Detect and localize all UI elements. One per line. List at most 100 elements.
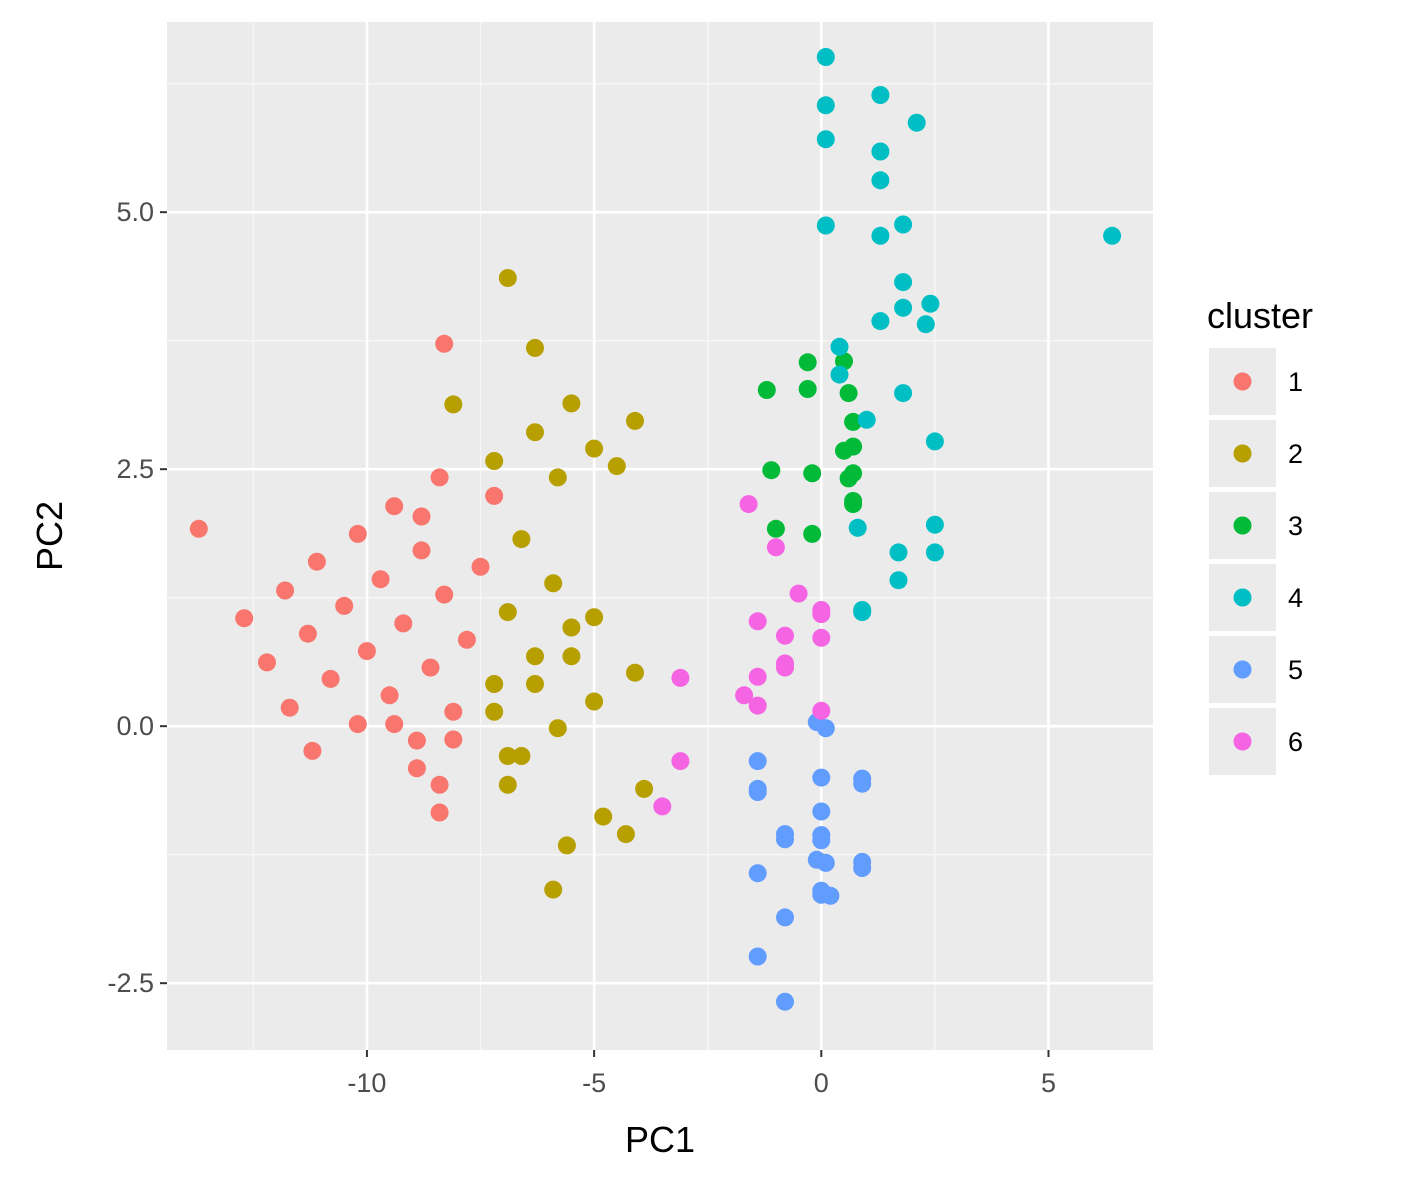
x-tick-label: -10 [347,1068,386,1098]
x-tick-label: 0 [814,1068,829,1098]
data-point-cluster-4 [889,543,908,562]
data-point-cluster-2 [485,452,504,470]
data-point-cluster-1 [407,731,426,750]
legend-label: 6 [1288,727,1303,757]
data-point-cluster-1 [435,334,454,353]
data-point-cluster-5 [748,947,767,966]
data-point-cluster-2 [548,468,567,487]
data-point-cluster-5 [853,774,872,793]
data-point-cluster-4 [925,432,944,451]
data-point-cluster-4 [871,142,890,161]
data-point-cluster-2 [544,574,563,593]
data-point-cluster-6 [653,797,672,816]
data-point-cluster-1 [430,803,449,822]
data-point-cluster-2 [444,395,463,414]
data-point-cluster-4 [916,315,935,334]
legend-swatch [1233,444,1252,463]
data-point-cluster-3 [757,381,776,399]
data-point-cluster-1 [348,524,367,543]
data-point-cluster-4 [925,543,944,562]
x-tick-label: 5 [1041,1068,1056,1098]
data-point-cluster-3 [798,353,817,372]
data-point-cluster-4 [830,337,849,356]
data-point-cluster-3 [762,461,781,480]
data-point-cluster-2 [512,530,531,549]
data-point-cluster-1 [385,715,404,734]
data-point-cluster-4 [816,216,835,235]
data-point-cluster-5 [812,802,831,821]
data-point-cluster-2 [526,338,544,357]
data-point-cluster-2 [544,880,563,899]
legend-swatch [1233,732,1252,751]
data-point-cluster-2 [548,719,567,738]
data-point-cluster-1 [421,658,440,677]
data-point-cluster-3 [766,519,785,538]
data-point-cluster-4 [816,96,835,115]
data-point-cluster-3 [844,495,863,514]
legend-label: 3 [1288,511,1303,541]
data-point-cluster-2 [526,675,544,693]
data-point-cluster-3 [803,524,822,543]
data-point-cluster-5 [853,859,872,877]
data-point-cluster-6 [671,752,690,771]
data-point-cluster-4 [921,294,940,313]
legend-label: 2 [1288,439,1303,469]
y-axis-ticks: -2.5 0.0 2.5 5.0 [107,197,167,998]
plot-panel [167,22,1153,1050]
data-point-cluster-1 [430,775,449,794]
data-point-cluster-4 [857,410,876,429]
legend-title: cluster [1207,295,1313,336]
data-point-cluster-1 [430,468,449,487]
data-point-cluster-1 [444,730,463,749]
legend-item-1: 1 [1209,348,1303,415]
data-point-cluster-1 [258,653,276,672]
data-point-cluster-2 [585,692,604,711]
data-point-cluster-1 [435,585,454,604]
data-point-cluster-2 [526,423,544,442]
data-point-cluster-1 [298,624,317,643]
y-tick-label: 2.5 [116,454,154,484]
data-point-cluster-2 [498,775,517,794]
data-point-cluster-1 [407,759,426,778]
data-point-cluster-5 [821,886,840,905]
data-point-cluster-2 [557,836,576,855]
data-point-cluster-4 [816,130,835,149]
legend-swatch [1233,588,1252,607]
data-point-cluster-1 [444,702,463,721]
data-point-cluster-2 [498,747,517,765]
data-point-cluster-1 [371,570,390,589]
x-tick-label: -5 [582,1068,606,1098]
data-point-cluster-4 [830,365,849,384]
data-points [189,48,1122,1011]
data-point-cluster-1 [321,669,340,688]
data-point-cluster-4 [1103,226,1122,245]
data-point-cluster-1 [280,698,299,717]
data-point-cluster-5 [748,783,767,801]
data-point-cluster-6 [789,584,808,603]
data-point-cluster-5 [812,831,831,850]
data-point-cluster-1 [380,686,399,705]
data-point-cluster-5 [776,908,794,927]
data-point-cluster-1 [276,581,295,600]
minor-gridlines [167,22,1153,1050]
data-point-cluster-4 [894,273,913,292]
data-point-cluster-4 [871,312,890,331]
data-point-cluster-3 [844,412,863,431]
data-point-cluster-6 [748,696,767,715]
data-point-cluster-4 [889,571,908,590]
data-point-cluster-2 [616,825,635,844]
data-point-cluster-3 [839,384,858,403]
x-axis-ticks: -10 -5 0 5 [347,1050,1056,1098]
data-point-cluster-6 [776,626,794,645]
legend-swatch [1233,372,1252,391]
data-point-cluster-2 [626,663,644,682]
data-point-cluster-6 [812,701,831,720]
data-point-cluster-4 [894,384,913,403]
data-point-cluster-3 [835,441,853,460]
data-point-cluster-4 [871,86,890,104]
y-axis-title: PC2 [29,501,70,571]
data-point-cluster-2 [526,647,544,666]
data-point-cluster-5 [816,853,835,872]
